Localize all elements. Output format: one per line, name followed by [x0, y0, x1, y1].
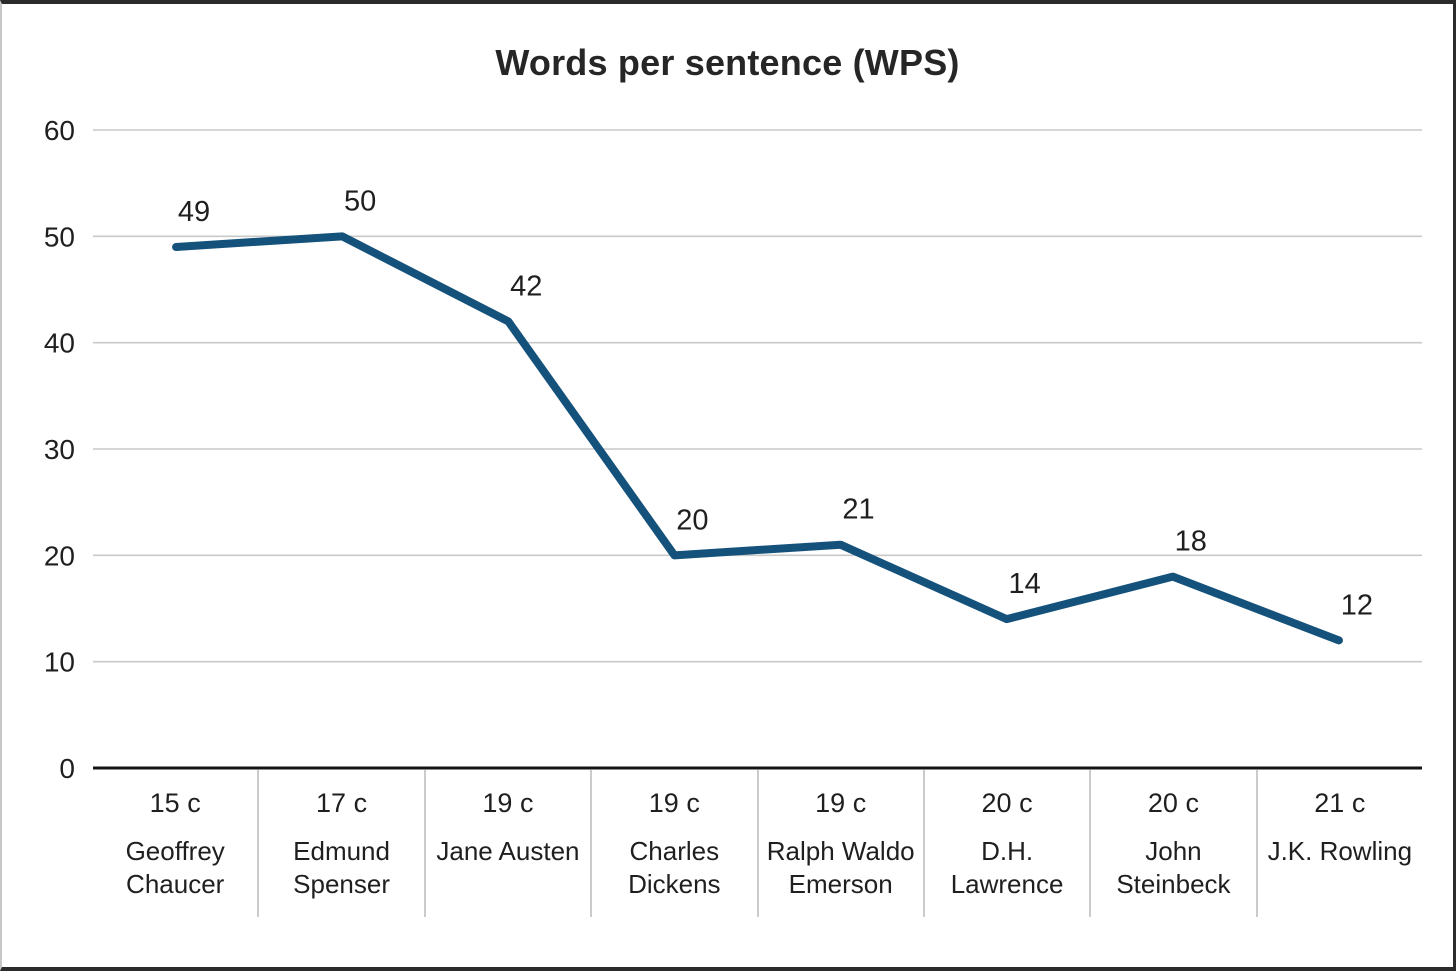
data-label-5: 14: [1009, 568, 1041, 600]
y-tick-label-40: 40: [44, 328, 75, 359]
data-label-6: 18: [1175, 526, 1207, 558]
chart-title: Words per sentence (WPS): [495, 42, 960, 83]
y-tick-label-60: 60: [44, 115, 75, 146]
century-label-6: 20 c: [1147, 788, 1199, 818]
century-label-5: 20 c: [981, 788, 1033, 818]
category-cell-6: 20 c John Steinbeck: [1089, 770, 1255, 917]
author-label-4: Ralph Waldo Emerson: [766, 836, 915, 899]
category-cell-1: 17 c Edmund Spenser: [257, 770, 423, 917]
author-label-2: Jane Austen: [436, 836, 580, 866]
data-label-3: 20: [676, 504, 708, 536]
y-tick-label-10: 10: [44, 647, 75, 678]
author-label-0: Geoffrey Chaucer: [125, 836, 225, 899]
century-label-7: 21 c: [1314, 788, 1366, 818]
x-axis-category-labels: 15 c Geoffrey Chaucer 17 c Edmund Spenser 19…: [93, 770, 1422, 917]
y-tick-label-50: 50: [44, 221, 75, 252]
y-tick-label-30: 30: [44, 434, 75, 465]
y-tick-label-0: 0: [59, 753, 75, 784]
data-label-1: 50: [344, 185, 376, 217]
data-label-7: 12: [1341, 589, 1373, 621]
century-label-2: 19 c: [482, 788, 534, 818]
author-label-5: D.H. Lawrence: [950, 836, 1064, 899]
author-label-7: J.K. Rowling: [1267, 836, 1413, 866]
author-label-3: Charles Dickens: [628, 836, 721, 899]
data-label-0: 49: [178, 196, 210, 228]
category-cell-3: 19 c Charles Dickens: [590, 770, 756, 917]
category-cell-7: 21 c J.K. Rowling: [1255, 770, 1422, 917]
century-label-3: 19 c: [648, 788, 700, 818]
author-label-1: Edmund Spenser: [293, 836, 390, 899]
wps-line-series: [172, 232, 1343, 645]
century-label-0: 15 c: [149, 788, 201, 818]
data-label-4: 21: [842, 494, 874, 526]
category-cell-5: 20 c D.H. Lawrence: [922, 770, 1089, 917]
century-label-1: 17 c: [316, 788, 368, 818]
category-cell-0: 15 c Geoffrey Chaucer: [93, 770, 257, 917]
author-label-6: John Steinbeck: [1116, 836, 1231, 899]
century-label-4: 19 c: [815, 788, 867, 818]
category-cell-2: 19 c Jane Austen: [423, 770, 590, 917]
data-label-2: 42: [510, 270, 542, 302]
line-chart-canvas: 0 10 20 30 40 50 60 49 50 42 20 21 14 18 12: [44, 115, 1422, 784]
y-tick-label-20: 20: [44, 540, 75, 571]
category-cell-4: 19 c Ralph Waldo Emerson: [756, 770, 923, 917]
